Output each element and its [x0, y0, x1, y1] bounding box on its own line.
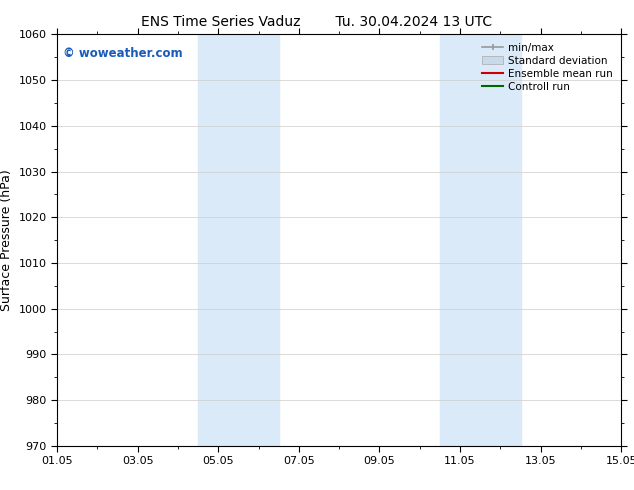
Legend: min/max, Standard deviation, Ensemble mean run, Controll run: min/max, Standard deviation, Ensemble me… — [479, 40, 616, 95]
Bar — [440, 34, 521, 446]
Y-axis label: Surface Pressure (hPa): Surface Pressure (hPa) — [0, 169, 13, 311]
Text: ENS Time Series Vaduz        Tu. 30.04.2024 13 UTC: ENS Time Series Vaduz Tu. 30.04.2024 13 … — [141, 15, 493, 29]
Text: © woweather.com: © woweather.com — [63, 47, 183, 60]
Bar — [198, 34, 279, 446]
